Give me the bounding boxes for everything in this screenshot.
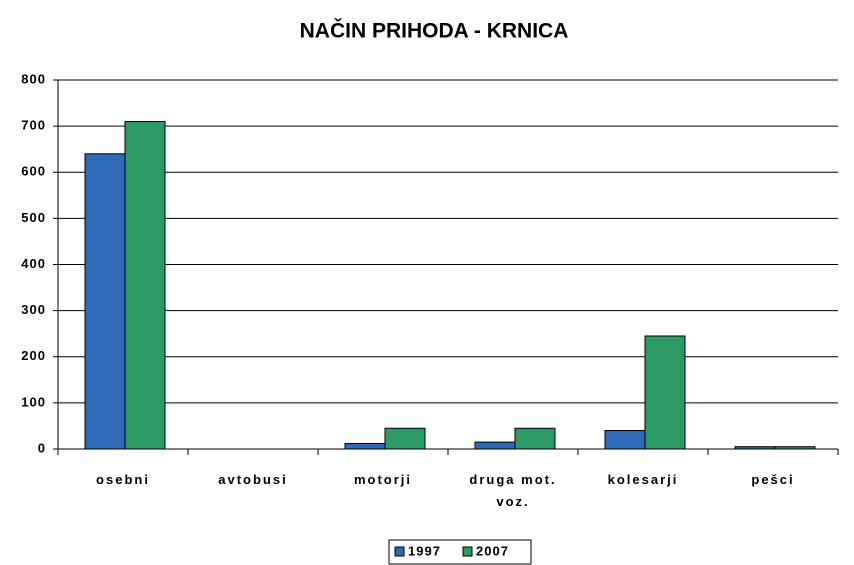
bar	[384, 427, 426, 450]
y-tick-label: 300	[21, 302, 46, 317]
bar	[514, 427, 556, 450]
y-tick-label: 500	[21, 210, 46, 225]
legend-swatch	[462, 546, 473, 557]
x-tick-label: motorji	[353, 472, 413, 487]
legend-label: 2007	[476, 543, 509, 558]
y-tick-label: 800	[21, 71, 46, 86]
bar	[84, 153, 126, 450]
bar	[474, 441, 516, 450]
chart-title: NAČIN PRIHODA - KRNICA	[300, 19, 569, 43]
x-tick-label: avtobusi	[218, 472, 288, 487]
y-tick-label: 400	[21, 256, 46, 271]
x-tick-label: osebni	[96, 472, 150, 487]
bar	[734, 446, 776, 450]
bar	[604, 430, 646, 450]
legend-swatch	[394, 546, 405, 557]
bar	[774, 446, 816, 450]
bar	[644, 335, 686, 450]
bar	[344, 442, 386, 450]
x-tick-label: kolesarji	[607, 472, 679, 487]
x-tick-label: pešci	[751, 472, 795, 487]
y-tick-label: 600	[21, 164, 46, 179]
y-tick-label: 0	[38, 440, 46, 455]
bar	[124, 121, 166, 450]
x-tick-label: druga mot. voz.	[469, 472, 557, 509]
y-tick-label: 700	[21, 118, 46, 133]
y-tick-label: 200	[21, 348, 46, 363]
y-tick-label: 100	[21, 394, 46, 409]
legend-box	[388, 539, 532, 565]
legend-label: 1997	[408, 543, 441, 558]
